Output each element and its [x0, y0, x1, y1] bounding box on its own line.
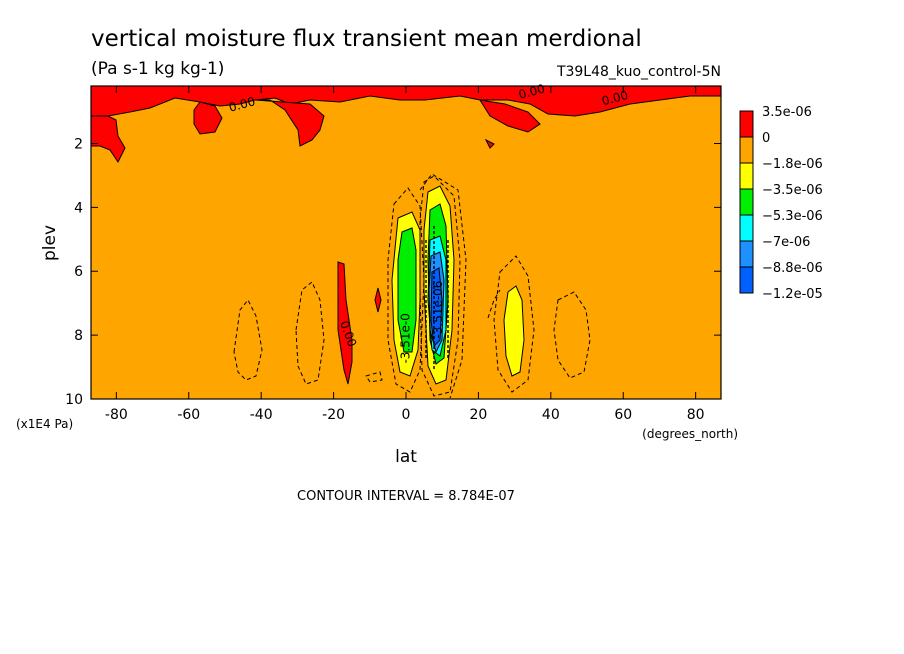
legend-swatch-3 [739, 188, 754, 216]
contour-label-1: 0.00 [517, 81, 546, 101]
x-tick-label-4: 0 [402, 407, 411, 423]
legend-label-7: −1.2e-05 [762, 287, 823, 302]
contour-label-4: -3.51e-0 [399, 313, 413, 363]
legend-swatch-4 [739, 214, 754, 242]
x-tick-label-5: 20 [469, 407, 487, 423]
legend-label-6: −8.8e-06 [762, 261, 823, 276]
legend-label-3: −3.5e-06 [762, 183, 823, 198]
x-tick-label-6: 40 [542, 407, 560, 423]
chart-subtitle: (Pa s-1 kg kg-1) [91, 59, 224, 79]
x-tick-label-0: -80 [105, 407, 128, 423]
x-tick-label-7: 60 [614, 407, 632, 423]
positive-region-top [91, 86, 721, 117]
positive-region-right-pocket [478, 99, 541, 133]
x-tick-label-2: -40 [250, 407, 273, 423]
y-axis-ticks: 2 4 6 8 10 [65, 136, 721, 408]
legend-swatch-5 [739, 240, 754, 268]
y-axis-unit: (x1E4 Pa) [16, 417, 73, 431]
positive-region-south [337, 261, 353, 385]
chart-title: vertical moisture flux transient mean me… [91, 26, 642, 52]
x-tick-label-1: -60 [177, 407, 200, 423]
legend-swatch-6 [739, 266, 754, 294]
contour-label-2: 0.00 [600, 88, 629, 108]
contour-label-0: 0.00 [227, 94, 256, 114]
legend-label-2: −1.8e-06 [762, 157, 823, 172]
contour-fills [91, 86, 721, 399]
positive-region-sliver [374, 287, 382, 313]
legend-label-0: 3.5e-06 [762, 105, 812, 120]
x-axis-unit: (degrees_north) [642, 427, 738, 441]
legend-label-4: −5.3e-06 [762, 209, 823, 224]
y-tick-label-2: 6 [74, 264, 83, 280]
positive-region-upper-left [91, 115, 126, 163]
core-contour-lines [425, 226, 449, 370]
y-tick-label-0: 2 [74, 136, 83, 152]
negative-yellow-30n [503, 285, 525, 377]
run-label: T39L48_kuo_control-5N [556, 64, 721, 80]
colorbar-legend: 3.5e-06 0 −1.8e-06 −3.5e-06 −5.3e-06 −7e-06 −8… [739, 105, 823, 302]
negative-green-west [397, 227, 417, 353]
positive-region-center-pocket [254, 99, 325, 147]
x-axis-ticks: -80 -60 -40 -20 0 20 40 60 80 [105, 86, 705, 423]
negative-contour-lines [233, 173, 591, 399]
contour-labels: 0.000.00 0.000.00 -3.51e-0 -3.51e-06 [227, 81, 629, 363]
legend-swatch-0 [739, 110, 754, 138]
contour-label-5: -3.51e-06 [431, 281, 445, 339]
y-tick-label-4: 10 [65, 392, 83, 408]
plot-area: -80 -60 -40 -20 0 20 40 60 80 2 4 6 8 10 0.00 0.00 0.0… [65, 81, 722, 423]
y-tick-label-3: 8 [74, 328, 83, 344]
contour-interval: CONTOUR INTERVAL = 8.784E-07 [297, 489, 515, 504]
legend-label-5: −7e-06 [762, 235, 810, 250]
y-tick-label-1: 4 [74, 200, 83, 216]
positive-region-left-pocket [193, 101, 223, 135]
y-axis-title: plev [40, 225, 60, 261]
legend-label-1: 0 [762, 131, 770, 146]
x-tick-label-8: 80 [687, 407, 705, 423]
legend-swatch-2 [739, 162, 754, 190]
x-axis-title: lat [395, 447, 417, 467]
positive-region-small-dot [484, 138, 495, 149]
legend-swatch-1 [739, 136, 754, 164]
x-tick-label-3: -20 [322, 407, 345, 423]
